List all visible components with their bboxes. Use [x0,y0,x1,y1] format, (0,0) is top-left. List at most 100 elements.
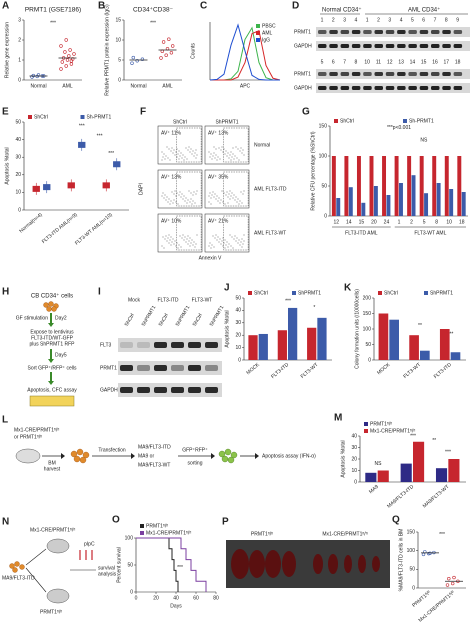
arrow-head [131,453,135,459]
event-dot [166,240,168,242]
x-tick-label: AML [162,83,173,89]
event-dot [196,154,198,156]
band [397,30,406,34]
event-dot [187,199,189,201]
box [43,184,51,191]
event-dot [184,156,186,158]
band [188,387,201,393]
x-tick-label: 24 [384,219,390,225]
bar [449,189,454,216]
step-text: Mx1-CRE/PRMT1ᶠˡ/ᶠˡ [30,527,75,533]
legend-swatch [403,119,407,123]
event-dot [161,151,163,153]
event-dot [225,150,227,152]
lane-number: 5 [411,17,414,23]
event-dot [212,191,214,193]
arrow-head [211,453,215,459]
band [351,44,361,48]
event-dot [176,156,178,158]
event-dot [187,149,189,151]
bar [436,183,441,216]
event-dot [189,237,191,239]
gate-label: AV⁺ 13% [161,174,182,180]
x-tick-label: 14 [346,219,352,225]
band [340,86,350,90]
lane-number: 15 [421,59,427,65]
event-dot [185,197,187,199]
event-dot [183,239,185,241]
lane-number: 6 [422,17,425,23]
event-dot [194,246,196,248]
event-dot [233,194,235,196]
step-text: plus ShPRMT1 RFP [29,341,75,347]
event-dot [237,198,239,200]
annotation: *** [50,20,56,26]
step-text: Sort GFP⁺/RFP⁺ cells [28,365,77,371]
treatment-arrows [79,550,93,560]
legend-label: Sh-PRMT1 [409,118,434,124]
blot-row-label: PRMT1 [294,71,311,77]
event-dot [212,235,214,237]
bar [377,470,389,482]
legend-swatch [256,38,260,42]
arrow-head [48,323,54,327]
bar [435,468,448,482]
step-text: GF stimulation [16,315,48,321]
lane-number: 11 [376,59,381,65]
event-dot [235,240,237,242]
event-dot [182,234,184,236]
bar [407,156,412,216]
event-dot [210,153,212,155]
event-dot [163,247,165,249]
event-dot [235,196,237,198]
event-dot [220,243,222,245]
step-text: analysis [98,571,117,577]
band [453,44,463,48]
legend-swatch [424,291,428,295]
step-text: MA9/FLT3-ITD [2,575,35,581]
y-axis-label: %MA9/FLT3-ITD cells in BM [398,529,404,592]
event-dot [189,245,191,247]
event-dot [232,147,234,149]
event-dot [165,199,167,201]
event-dot [218,241,220,243]
x-tick-label: 10 [446,219,452,225]
event-dot [169,159,171,161]
legend-label: ShPRMT1 [430,290,453,296]
band [363,30,372,34]
data-point [59,44,63,48]
event-dot [173,193,175,195]
event-dot [174,240,176,242]
band [329,72,338,76]
box [32,185,40,192]
bar [386,195,391,216]
step-text: Day5 [55,352,67,358]
panel-label: N [2,517,9,528]
event-dot [164,194,166,196]
data-point [130,61,134,65]
arrow-head [255,453,259,459]
event-dot [193,241,195,243]
lane-number: 4 [355,17,358,23]
data-point [60,60,64,64]
bar [365,472,377,482]
data-point [135,59,139,63]
band [419,86,429,90]
box [113,161,121,168]
bar [307,327,317,360]
event-dot [209,242,211,244]
event-dot [186,158,188,160]
event-dot [233,238,235,240]
y-tick-label: 100 [363,326,372,332]
event-dot [176,242,178,244]
event-dot [218,197,220,199]
data-point [64,38,68,42]
group-label: Mx1-CRE/PRMT1ᶠˡ/ᶠˡ [322,531,367,537]
event-dot [243,190,245,192]
band [374,44,383,48]
bar [288,307,298,360]
band [442,44,451,48]
x-tick-label: 12 [333,219,339,225]
blot-row-label: FLT3 [100,342,112,348]
x-axis-label: Annexin V [199,255,222,261]
